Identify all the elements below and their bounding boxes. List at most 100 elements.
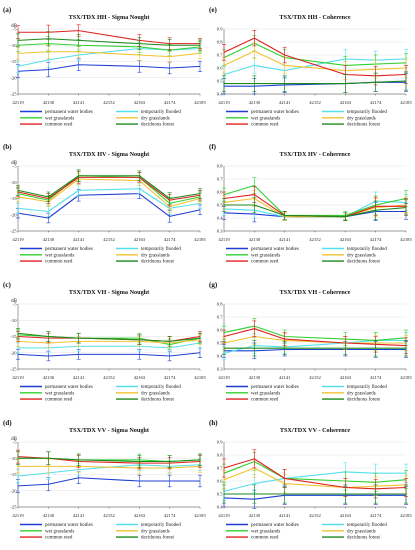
x-tick-label: 42130	[43, 375, 55, 380]
legend-item: dry grasslands	[322, 253, 376, 258]
legend-item: permanent water bodies	[20, 385, 93, 390]
panel-label: (g)	[209, 281, 218, 289]
legend-label: dry grasslands	[141, 391, 170, 396]
y-tick-label: -10	[10, 318, 17, 323]
error-bar	[198, 60, 202, 72]
series-line	[223, 184, 407, 216]
legend-label: dry grasslands	[141, 253, 170, 258]
legend-item: temporarily flooded	[322, 110, 387, 115]
error-bar	[167, 336, 172, 347]
x-tick-label: 42141	[279, 100, 291, 105]
x-tick-label: 42119	[218, 375, 230, 380]
series-permanent-water-bodies	[16, 471, 202, 493]
y-tick-label: -20	[10, 75, 17, 80]
x-tick-label: 42141	[279, 375, 291, 380]
series-line	[17, 64, 201, 72]
x-tick-label: 42119	[218, 100, 230, 105]
series-line	[18, 30, 200, 45]
legend-label: dry grasslands	[347, 253, 376, 258]
series-line	[17, 178, 201, 208]
chart-title: TSX/TDX VV - Sigma Nought	[69, 427, 150, 434]
y-tick-label: -20	[10, 212, 17, 217]
error-bar	[137, 334, 142, 345]
legend: permanent water bodies temporarily floode…	[20, 385, 181, 403]
x-tick-label: 42119	[12, 375, 24, 380]
error-bar	[76, 332, 81, 344]
series-wet-grasslands	[16, 451, 202, 468]
series-wet-grasslands	[222, 317, 408, 349]
x-tick-label: 42141	[279, 237, 291, 242]
panel-b: (b) TSX/TDX HV - Sigma Nought dB-5 -10 -15 -2…	[3, 143, 206, 265]
error-bar	[137, 474, 142, 488]
legend-label: permanent water bodies	[251, 523, 299, 528]
series-line	[17, 477, 200, 487]
error-bar	[222, 198, 226, 212]
error-bar	[373, 340, 378, 357]
series-common-reed	[222, 449, 408, 499]
legend-item: permanent water bodies	[20, 523, 93, 528]
chart-title: TSX/TDX VH - Coherence	[280, 289, 351, 296]
series-line	[17, 332, 201, 342]
legend-label: common reed	[251, 398, 279, 403]
axis-unit: dB	[11, 161, 18, 166]
x-tick-label: 42141	[73, 237, 85, 242]
legend-label: wet grasslands	[45, 116, 74, 121]
legend-item: common reed	[20, 398, 73, 403]
error-bar	[46, 451, 51, 466]
error-bar	[373, 484, 378, 504]
series-line	[224, 204, 407, 218]
legend-item: temporarily flooded	[116, 110, 181, 115]
series-deciduous-forest	[16, 169, 202, 205]
legend-item: dry grasslands	[322, 529, 376, 534]
y-tick-label: -20	[10, 350, 17, 355]
legend: permanent water bodies temporarily floode…	[226, 385, 387, 403]
panel-label: (e)	[209, 6, 217, 14]
error-bar	[16, 451, 20, 466]
series-line	[223, 494, 406, 500]
legend-item: dry grasslands	[116, 529, 170, 534]
error-bar	[137, 170, 142, 181]
legend-item: permanent water bodies	[226, 110, 299, 115]
x-tick-label: 42152	[309, 513, 321, 518]
error-bar	[373, 200, 378, 220]
legend-item: permanent water bodies	[226, 385, 299, 390]
y-tick-label: 0.8	[217, 164, 223, 169]
legend-item: temporarily flooded	[322, 523, 387, 528]
series-line	[17, 38, 200, 46]
error-bar	[198, 474, 202, 488]
legend-item: temporarily flooded	[322, 247, 387, 252]
series-permanent-water-bodies	[16, 347, 202, 362]
legend-label: wet grasslands	[251, 529, 280, 534]
x-tick-label: 42163	[134, 237, 146, 242]
series-line	[17, 175, 201, 204]
y-tick-label: -20	[10, 488, 17, 493]
x-tick-label: 42163	[340, 100, 352, 105]
y-tick-label: 0.5	[217, 79, 223, 84]
legend-item: deciduous forest	[116, 398, 175, 403]
series-line	[224, 81, 406, 87]
legend-label: permanent water bodies	[251, 110, 299, 115]
error-bar	[46, 331, 51, 342]
series-deciduous-forest	[16, 451, 202, 468]
x-tick-label: 42174	[164, 513, 176, 518]
legend-label: dry grasslands	[141, 529, 170, 534]
y-tick-label: -25	[10, 367, 17, 372]
series-line	[17, 176, 201, 201]
y-tick-label: 0.6	[217, 479, 223, 484]
y-tick-label: 0.6	[217, 328, 223, 333]
legend: permanent water bodies temporarily floode…	[20, 110, 181, 128]
panel-g: (g) TSX/TDX VH - Coherence 0.8 0.7 0.6 0.5 0.4…	[209, 281, 412, 403]
legend-item: dry grasslands	[116, 253, 170, 258]
legend-item: common reed	[226, 260, 279, 265]
legend-label: common reed	[251, 536, 279, 541]
x-tick-label: 42119	[218, 513, 230, 518]
legend-label: deciduous forest	[347, 123, 381, 128]
legend-label: common reed	[45, 536, 73, 541]
error-bar	[198, 188, 202, 199]
series-line	[223, 328, 407, 347]
y-tick-label: -15	[10, 334, 17, 339]
y-tick-label: 0.8	[217, 302, 223, 307]
legend-label: permanent water bodies	[251, 385, 299, 390]
series-line	[17, 188, 201, 213]
